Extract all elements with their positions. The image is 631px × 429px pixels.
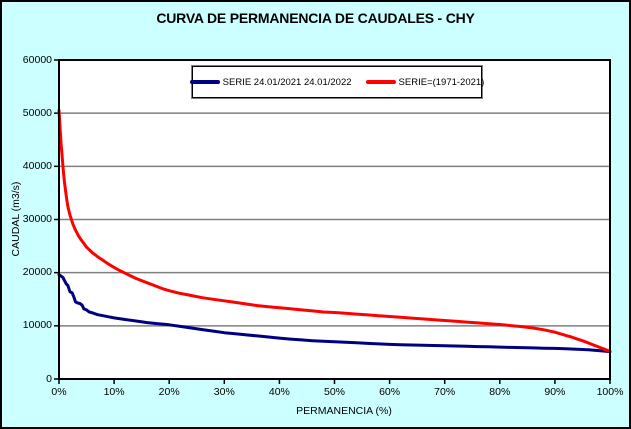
y-tick-label: 20000 (22, 266, 52, 279)
legend-label-serie-2021-2022: SERIE 24.01/2021 24.01/2022 (222, 76, 352, 88)
y-tick-label: 10000 (22, 319, 52, 332)
x-tick-label: 30% (213, 386, 235, 398)
chart-title: CURVA DE PERMANENCIA DE CAUDALES - CHY (156, 10, 475, 26)
plot-border (58, 59, 611, 380)
series-line-1 (57, 109, 612, 353)
x-tick-label: 90% (544, 386, 566, 398)
y-tick-label: 40000 (22, 159, 52, 172)
x-tick-label: 60% (379, 386, 401, 398)
legend-item-serie-2021-2022: SERIE 24.01/2021 24.01/2022 (189, 76, 352, 88)
x-tick-label: 50% (323, 386, 345, 398)
x-tick-label: 80% (489, 386, 511, 398)
x-tick-label: 10% (103, 386, 125, 398)
legend-item-serie-1971-2021: SERIE=(1971-2021) (365, 76, 485, 88)
x-tick-label: 0% (51, 386, 67, 398)
y-tick-label: 50000 (22, 106, 52, 119)
series-line-0 (57, 273, 612, 354)
y-tick-label: 30000 (22, 213, 52, 225)
x-tick-label: 20% (158, 386, 180, 398)
x-tick-label: 40% (268, 386, 290, 398)
legend-label-serie-1971-2021: SERIE=(1971-2021) (398, 76, 485, 88)
legend: SERIE 24.01/2021 24.01/2022 SERIE=(1971-… (189, 66, 485, 98)
x-tick-label: 100% (596, 386, 624, 398)
y-tick-label: 0 (46, 372, 52, 385)
x-axis-title: PERMANENCIA (%) (296, 405, 392, 417)
legend-line-sample-blue (189, 80, 220, 84)
x-tick-label: 70% (434, 386, 456, 398)
legend-line-sample-red (365, 80, 396, 84)
y-tick-label: 60000 (22, 53, 52, 66)
